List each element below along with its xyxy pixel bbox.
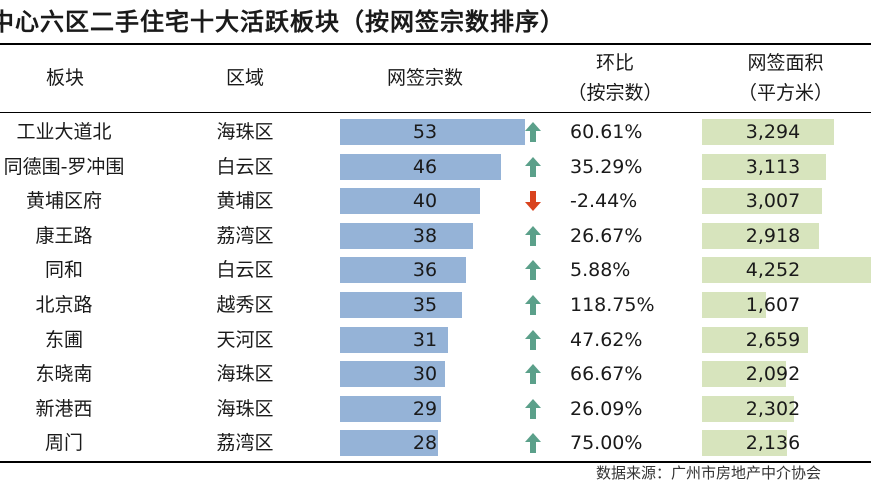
- ratio-value: -2.44%: [570, 190, 638, 213]
- count-bar: [340, 395, 442, 422]
- count-value: 31: [412, 328, 438, 351]
- row-block-name: 同德围-罗冲围: [3, 155, 125, 178]
- row-district: 越秀区: [216, 294, 274, 316]
- area-bar: [702, 222, 819, 249]
- row-district: 海珠区: [216, 363, 274, 386]
- count-bar: [340, 326, 449, 353]
- page-title: 中心六区二手住宅十大活跃板块（按网签宗数排序）: [0, 8, 565, 36]
- row-block-name: 康王路: [35, 224, 93, 247]
- count-value: 36: [412, 259, 438, 282]
- trend-up-arrow-icon: [525, 295, 541, 315]
- row-block-name: 工业大道北: [16, 121, 112, 143]
- bottom-rule: [0, 461, 871, 463]
- ratio-value: 47.62%: [570, 328, 643, 351]
- count-value: 28: [412, 432, 438, 455]
- area-value: 2,918: [745, 224, 801, 247]
- row-block-name: 同和: [44, 259, 83, 282]
- trend-up-arrow-icon: [525, 433, 541, 454]
- row-district: 白云区: [216, 155, 274, 178]
- trend-up-arrow-icon: [525, 122, 541, 142]
- trend-up-arrow-icon: [525, 364, 541, 385]
- count-bar: [340, 222, 473, 249]
- count-value: 30: [412, 363, 438, 386]
- area-value: 2,092: [745, 363, 801, 386]
- area-bar: [702, 257, 871, 284]
- trend-up-arrow-icon: [525, 398, 541, 419]
- header-district: 区域: [225, 67, 264, 89]
- area-value: 3,294: [745, 121, 801, 143]
- area-value: 2,136: [745, 432, 801, 455]
- row-district: 白云区: [216, 259, 274, 282]
- ratio-value: 75.00%: [570, 432, 643, 455]
- count-bar: [340, 119, 525, 145]
- count-value: 40: [412, 190, 438, 213]
- header-block: 板块: [45, 67, 84, 89]
- area-value: 3,007: [745, 190, 801, 213]
- count-value: 38: [412, 224, 438, 247]
- header-rule: [0, 112, 871, 113]
- row-district: 海珠区: [216, 397, 274, 420]
- trend-down-arrow-icon: [525, 191, 541, 212]
- row-block-name: 东晓南: [35, 363, 93, 386]
- ratio-value: 26.67%: [570, 224, 643, 247]
- area-value: 3,113: [745, 155, 801, 178]
- ratio-value: 5.88%: [570, 259, 631, 282]
- row-district: 海珠区: [216, 121, 274, 143]
- row-block-name: 北京路: [35, 294, 93, 316]
- count-bar: [340, 153, 501, 180]
- count-bar: [340, 188, 480, 215]
- row-block-name: 黄埔区府: [25, 190, 102, 213]
- ratio-value: 66.67%: [570, 363, 643, 386]
- row-block-name: 东圃: [44, 328, 83, 351]
- area-bar: [702, 430, 788, 457]
- row-district: 荔湾区: [216, 224, 274, 247]
- area-bar: [702, 395, 795, 422]
- area-value: 2,659: [745, 328, 801, 351]
- header-area: 网签面积 （平方米）: [737, 52, 833, 104]
- source-note: 数据来源：广州市房地产中介协会: [596, 464, 822, 482]
- count-value: 29: [412, 397, 438, 420]
- header-ratio: 环比 （按宗数）: [567, 52, 663, 104]
- row-district: 荔湾区: [216, 432, 274, 455]
- trend-up-arrow-icon: [525, 260, 541, 281]
- area-bar: [702, 153, 827, 180]
- ratio-value: 35.29%: [570, 155, 643, 178]
- trend-up-arrow-icon: [525, 225, 541, 246]
- count-value: 53: [412, 121, 438, 143]
- top-rule: [0, 43, 871, 45]
- row-district: 黄埔区: [216, 190, 274, 213]
- area-value: 4,252: [745, 259, 801, 282]
- count-bar: [340, 361, 445, 388]
- count-bar: [340, 430, 438, 457]
- area-bar: [702, 119, 834, 145]
- count-value: 35: [412, 294, 438, 316]
- area-value: 2,302: [745, 397, 801, 420]
- count-value: 46: [412, 155, 438, 178]
- header-count: 网签宗数: [386, 67, 463, 89]
- area-bar: [702, 292, 767, 318]
- area-bar: [702, 361, 786, 388]
- area-bar: [702, 188, 823, 215]
- row-district: 天河区: [216, 328, 274, 351]
- count-bar: [340, 292, 463, 318]
- row-block-name: 新港西: [35, 397, 93, 420]
- area-bar: [702, 326, 809, 353]
- count-bar: [340, 257, 466, 284]
- area-value: 1,607: [745, 294, 801, 316]
- ratio-value: 26.09%: [570, 397, 643, 420]
- ratio-value: 118.75%: [570, 294, 655, 316]
- trend-up-arrow-icon: [525, 156, 541, 177]
- trend-up-arrow-icon: [525, 329, 541, 350]
- ratio-value: 60.61%: [570, 121, 643, 143]
- row-block-name: 周门: [44, 432, 83, 455]
